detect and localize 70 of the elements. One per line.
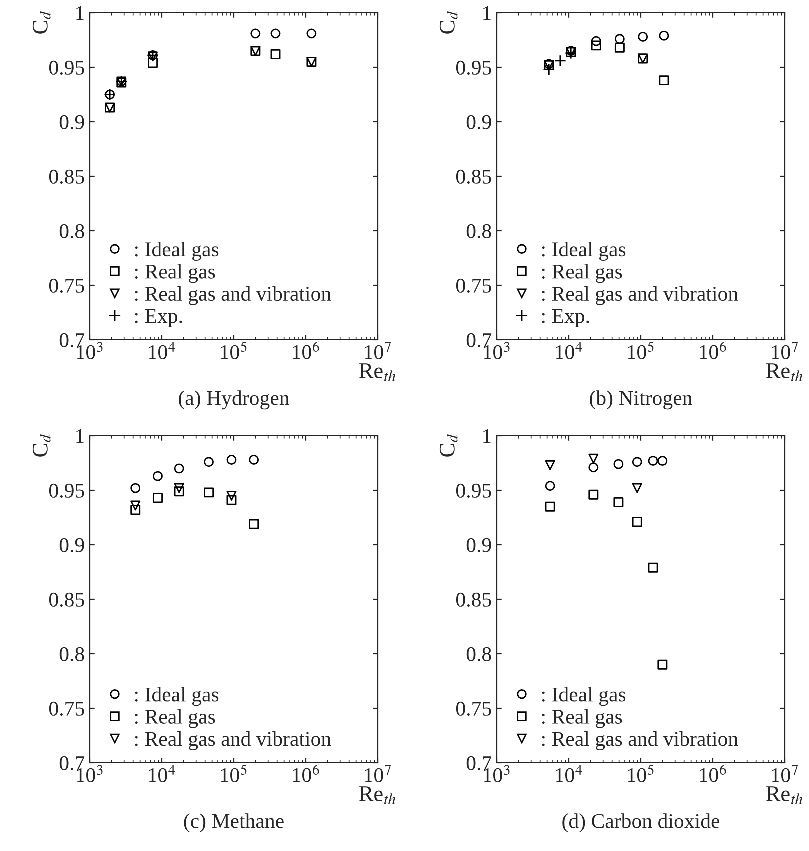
x-axis-title: Re$_{th}$ bbox=[766, 364, 803, 382]
text: (c) Methane bbox=[184, 814, 284, 833]
y-tick-label: 0.9 bbox=[60, 538, 84, 553]
x-tick-label: 10$^{4}$ bbox=[149, 342, 176, 360]
y-tick-label: 0.95 bbox=[49, 484, 84, 498]
y-tick-label: 0.8 bbox=[466, 647, 492, 662]
y-tick-label: 0.8 bbox=[60, 224, 84, 239]
legend-label: : Real gas and vibration bbox=[135, 732, 332, 750]
legend-label: : Real gas and vibration bbox=[542, 732, 738, 750]
y-tick-label: 0.8 bbox=[466, 224, 492, 239]
legend-label: : Real gas bbox=[542, 709, 622, 728]
y-axis-title: C$_{d}$ bbox=[440, 434, 458, 457]
x-tick-label: 10$^{7}$ bbox=[772, 342, 798, 360]
y-tick-label: 0.7 bbox=[60, 333, 85, 348]
x-tick-label: 10$^{5}$ bbox=[628, 764, 654, 782]
x-tick-label: 10$^{6}$ bbox=[700, 764, 726, 782]
y-tick-label: 1 bbox=[484, 6, 491, 20]
y-tick-label: 0.75 bbox=[49, 702, 84, 716]
legend-label: : Ideal gas bbox=[542, 687, 626, 706]
y-tick-label: 0.75 bbox=[456, 702, 492, 716]
x-tick-label: 10$^{4}$ bbox=[556, 342, 582, 360]
legend-label: : Ideal gas bbox=[135, 687, 219, 706]
y-tick-label: 0.85 bbox=[456, 592, 492, 608]
y-tick-label: 0.95 bbox=[49, 60, 84, 76]
x-axis-title: Re$_{th}$ bbox=[360, 364, 396, 382]
x-tick-label: 10$^{6}$ bbox=[293, 342, 320, 360]
y-tick-label: 0.8 bbox=[60, 647, 84, 662]
y-tick-label: 0.9 bbox=[60, 115, 84, 130]
legend-label: : Ideal gas bbox=[135, 242, 219, 261]
y-tick-label: 0.95 bbox=[456, 484, 492, 498]
x-tick-label: 10$^{6}$ bbox=[293, 764, 320, 782]
y-tick-label: 1 bbox=[76, 6, 84, 20]
legend-label: : Exp. bbox=[542, 309, 590, 328]
y-tick-label: 0.85 bbox=[456, 170, 492, 184]
y-axis-title: C$_{d}$ bbox=[32, 434, 51, 457]
legend-label: : Ideal gas bbox=[542, 242, 626, 261]
legend-label: : Real gas bbox=[542, 264, 622, 284]
y-axis-title: C$_{d}$ bbox=[32, 11, 51, 34]
x-tick-label: 10$^{5}$ bbox=[628, 342, 654, 360]
y-tick-label: 0.9 bbox=[466, 538, 492, 553]
x-axis-title: Re$_{th}$ bbox=[766, 786, 803, 804]
legend-label: : Real gas and vibration bbox=[135, 286, 332, 306]
x-tick-label: 10$^{4}$ bbox=[556, 765, 582, 782]
legend-label: : Exp. bbox=[135, 309, 182, 328]
x-tick-label: 10$^{4}$ bbox=[149, 765, 176, 782]
y-tick-label: 0.85 bbox=[49, 592, 84, 608]
legend-label: : Real gas bbox=[135, 264, 216, 284]
text: (d) Carbon dioxide bbox=[562, 814, 720, 833]
legend-label: : Real gas and vibration bbox=[542, 286, 738, 306]
y-tick-label: 0.75 bbox=[456, 278, 492, 294]
y-tick-label: 0.7 bbox=[466, 333, 492, 348]
y-tick-label: 0.75 bbox=[49, 278, 84, 294]
text: (a) Hydrogen bbox=[179, 390, 290, 410]
x-axis-title: Re$_{th}$ bbox=[360, 786, 396, 804]
legend-label: : Real gas bbox=[135, 709, 216, 728]
x-tick-label: 10$^{7}$ bbox=[365, 765, 392, 782]
text: (b) Nitrogen bbox=[590, 390, 692, 410]
y-tick-label: 1 bbox=[484, 429, 491, 444]
y-tick-label: 0.7 bbox=[60, 756, 85, 771]
y-tick-label: 0.95 bbox=[456, 60, 492, 76]
x-tick-label: 10$^{7}$ bbox=[365, 342, 392, 360]
y-axis-title: C$_{d}$ bbox=[440, 11, 458, 34]
y-tick-label: 0.9 bbox=[466, 115, 492, 130]
y-tick-label: 1 bbox=[76, 429, 84, 444]
y-tick-label: 0.85 bbox=[49, 170, 84, 184]
x-tick-label: 10$^{5}$ bbox=[221, 342, 247, 360]
x-tick-label: 10$^{7}$ bbox=[772, 765, 798, 782]
x-tick-label: 10$^{5}$ bbox=[221, 764, 247, 782]
x-tick-label: 10$^{6}$ bbox=[700, 342, 726, 360]
y-tick-label: 0.7 bbox=[466, 756, 492, 771]
